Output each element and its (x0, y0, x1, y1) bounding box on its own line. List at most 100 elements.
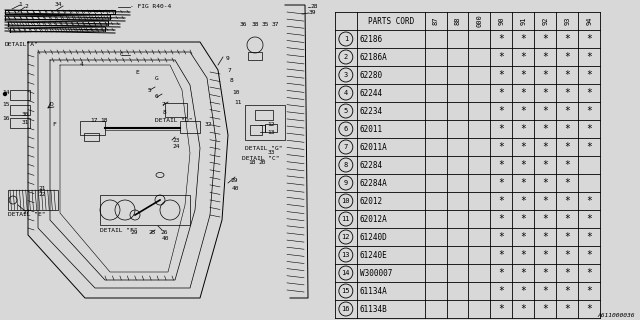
Text: 87: 87 (433, 17, 438, 25)
Text: 14: 14 (2, 90, 10, 94)
Text: 4: 4 (80, 62, 84, 68)
Text: 7: 7 (344, 144, 348, 150)
Text: 25: 25 (148, 229, 156, 235)
Text: 20: 20 (258, 159, 266, 164)
Text: 11: 11 (342, 216, 350, 222)
Text: 30: 30 (22, 113, 29, 117)
Text: *: * (586, 142, 592, 152)
Text: 18: 18 (100, 117, 108, 123)
Text: A611000036: A611000036 (598, 313, 635, 318)
Text: 90: 90 (499, 17, 504, 25)
Text: 62011: 62011 (360, 124, 383, 133)
Text: *: * (586, 106, 592, 116)
Text: *: * (520, 106, 526, 116)
Bar (255, 110, 273, 120)
Text: *: * (586, 124, 592, 134)
Text: *: * (542, 304, 548, 314)
Text: *: * (564, 52, 570, 62)
Text: *: * (586, 250, 592, 260)
Text: 3: 3 (344, 72, 348, 78)
Text: *: * (499, 196, 504, 206)
Text: *: * (499, 88, 504, 98)
Text: *: * (520, 286, 526, 296)
Bar (165, 103, 187, 117)
Text: 29: 29 (230, 178, 237, 182)
Text: *: * (499, 250, 504, 260)
Text: DETAIL "D": DETAIL "D" (155, 117, 193, 123)
Text: *: * (499, 34, 504, 44)
Text: 38: 38 (252, 22, 259, 28)
Text: 12: 12 (342, 234, 350, 240)
Text: *: * (520, 178, 526, 188)
Text: 40: 40 (232, 186, 239, 190)
Text: 62186A: 62186A (360, 52, 388, 61)
Text: 9: 9 (344, 180, 348, 186)
Text: 37: 37 (272, 22, 280, 28)
Text: *: * (586, 214, 592, 224)
Text: 62011A: 62011A (360, 142, 388, 151)
Text: 34: 34 (55, 3, 63, 7)
Text: 31: 31 (22, 119, 29, 124)
Text: 62284A: 62284A (360, 179, 388, 188)
Text: 61240D: 61240D (360, 233, 388, 242)
Text: 000: 000 (476, 15, 483, 28)
Text: *: * (542, 214, 548, 224)
Text: *: * (542, 268, 548, 278)
Text: 62234: 62234 (360, 107, 383, 116)
Text: *: * (542, 34, 548, 44)
Text: 14: 14 (342, 270, 350, 276)
Text: 16: 16 (2, 116, 10, 121)
Text: 88: 88 (454, 17, 461, 25)
Text: *: * (564, 70, 570, 80)
Text: *: * (499, 286, 504, 296)
Text: *: * (499, 106, 504, 116)
Text: *: * (542, 178, 548, 188)
Text: 11: 11 (234, 100, 241, 105)
Bar (10, 118, 30, 128)
Text: 62186: 62186 (360, 35, 383, 44)
Text: *: * (564, 88, 570, 98)
Text: *: * (564, 232, 570, 242)
Text: *: * (499, 214, 504, 224)
Text: G: G (155, 76, 159, 81)
Text: *: * (520, 214, 526, 224)
Text: 4: 4 (344, 90, 348, 96)
Text: 5: 5 (148, 87, 152, 92)
Text: 62012: 62012 (360, 196, 383, 205)
Text: *: * (499, 124, 504, 134)
Text: DETAIL"A": DETAIL"A" (5, 43, 39, 47)
Text: *: * (564, 142, 570, 152)
Text: *: * (586, 286, 592, 296)
Text: *: * (564, 106, 570, 116)
Text: *: * (564, 304, 570, 314)
Text: 29: 29 (130, 229, 138, 235)
Text: 13: 13 (342, 252, 350, 258)
Text: 15: 15 (342, 288, 350, 294)
Text: *: * (542, 196, 548, 206)
Text: 2: 2 (24, 4, 28, 9)
Text: 23: 23 (172, 138, 179, 142)
Text: *: * (499, 304, 504, 314)
Text: *: * (564, 250, 570, 260)
Text: 62244: 62244 (360, 89, 383, 98)
Bar (248, 52, 262, 60)
Text: 32: 32 (205, 123, 212, 127)
Text: 39: 39 (309, 11, 317, 15)
Text: 62284: 62284 (360, 161, 383, 170)
Text: 35: 35 (262, 22, 269, 28)
Text: *: * (586, 70, 592, 80)
Text: *: * (542, 286, 548, 296)
Text: DETAIL "F": DETAIL "F" (100, 228, 138, 233)
Text: 16: 16 (342, 306, 350, 312)
Text: DETAIL "G": DETAIL "G" (245, 146, 282, 150)
Text: *: * (520, 268, 526, 278)
Text: *: * (542, 232, 548, 242)
Bar (8, 190, 58, 210)
Text: *: * (586, 268, 592, 278)
Text: *: * (542, 88, 548, 98)
Text: 94: 94 (586, 17, 592, 25)
Text: 8: 8 (163, 110, 167, 116)
Bar (245, 105, 285, 140)
Text: 92: 92 (542, 17, 548, 25)
Text: *: * (564, 196, 570, 206)
